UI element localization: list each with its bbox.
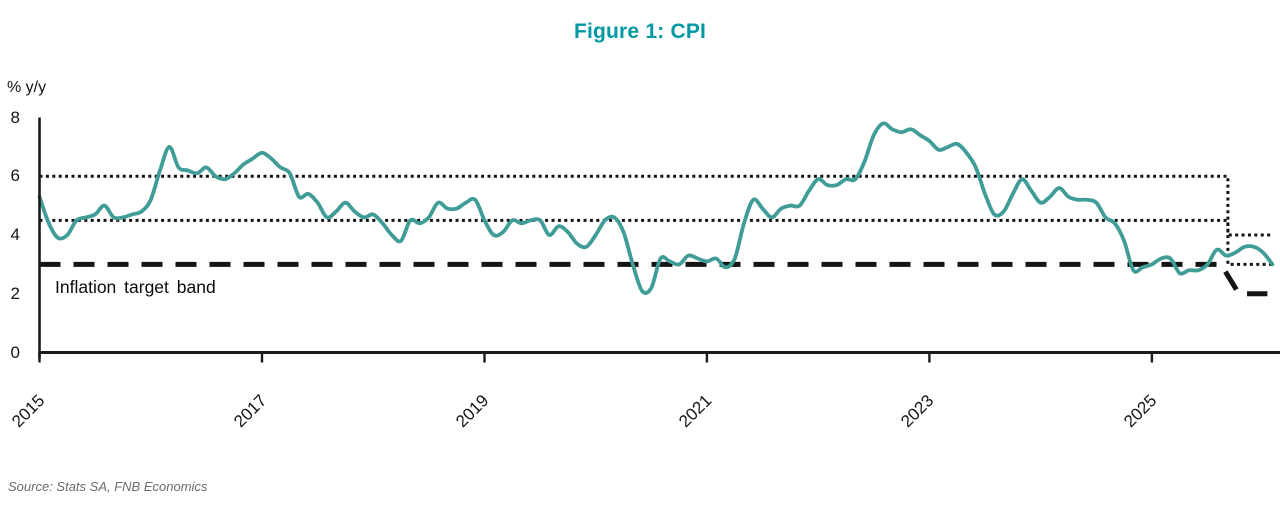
y-tick-label-0: 0 bbox=[10, 342, 20, 362]
y-tick-label-2: 2 bbox=[10, 283, 20, 303]
cpi-line bbox=[37, 121, 1275, 295]
y-tick-label-8: 8 bbox=[10, 107, 20, 127]
target-band-upper-dotted-line bbox=[39, 174, 1273, 237]
inflation-target-band-label: Inflation target band bbox=[55, 277, 216, 297]
x-axis-ticks bbox=[38, 354, 1154, 363]
y-tick-label-4: 4 bbox=[10, 225, 20, 244]
source-note: Source: Stats SA, FNB Economics bbox=[8, 479, 208, 494]
target-band-midpoint-dotted-line bbox=[39, 218, 1273, 266]
y-tick-label-6: 6 bbox=[10, 166, 20, 186]
target-band-lower-dashed-line bbox=[39, 261, 1268, 297]
y-axis-unit-label: % y/y bbox=[7, 79, 47, 96]
chart-title: Figure 1: CPI bbox=[573, 20, 707, 43]
